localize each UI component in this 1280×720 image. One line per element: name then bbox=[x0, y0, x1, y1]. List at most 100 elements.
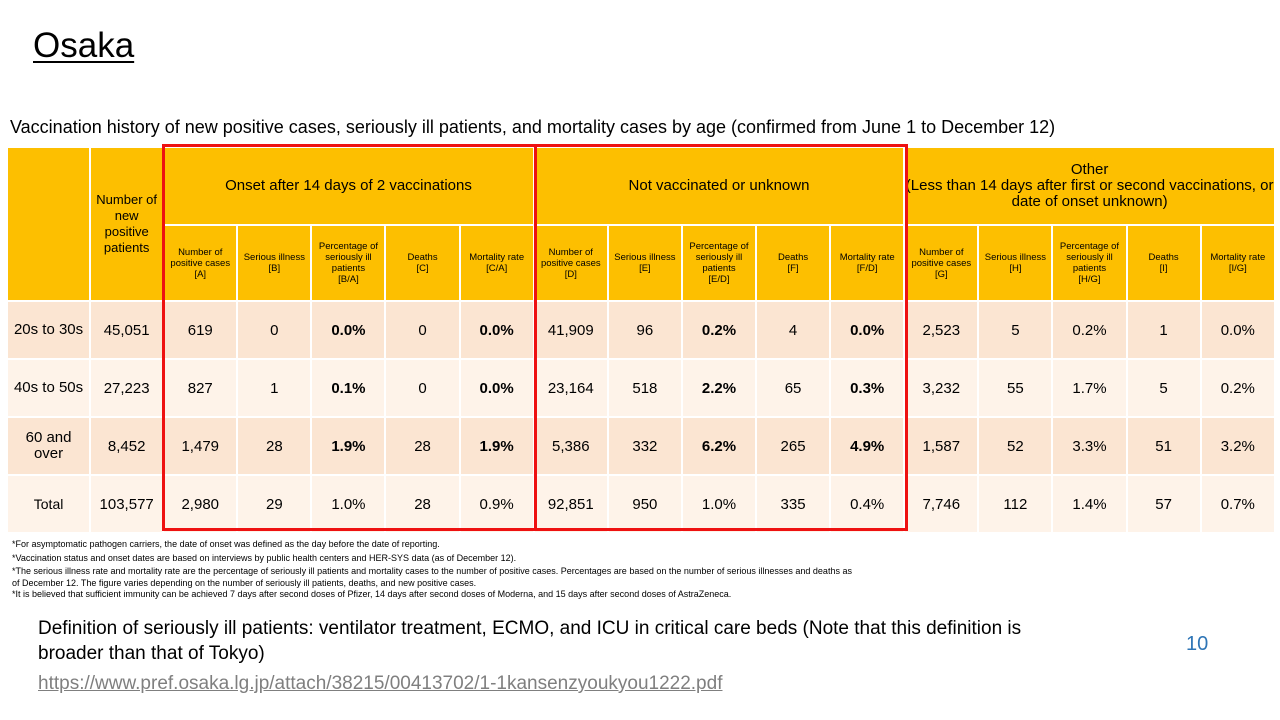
table-cell: 0.0% bbox=[1199, 300, 1277, 360]
table-cell: 0.2% bbox=[1051, 300, 1128, 360]
table-cell: 65 bbox=[755, 358, 832, 418]
table-cell: 92,851 bbox=[532, 474, 609, 534]
table-cell: 1.9% bbox=[458, 416, 535, 476]
table-cell: 41,909 bbox=[532, 300, 609, 360]
table-cell: 4.9% bbox=[829, 416, 906, 476]
footnote: *It is believed that sufficient immunity… bbox=[12, 589, 732, 599]
sub-header-cell: Deaths [I] bbox=[1125, 224, 1202, 302]
table-cell: 3.3% bbox=[1051, 416, 1128, 476]
sub-header-row: Number of positive cases [A] Serious illn… bbox=[7, 224, 1277, 302]
table-body: 20s to 30s 45,051 619 0 0.0% 0 0.0% 41,909 96 0.2… bbox=[5, 300, 1277, 534]
table-cell: 1.4% bbox=[1051, 474, 1128, 534]
sub-header-cell: Number of positive cases [D] bbox=[532, 224, 609, 302]
sub-header-cell: Number of positive cases [A] bbox=[162, 224, 239, 302]
table-cell: 29 bbox=[236, 474, 313, 534]
vaccination-table: Number of new positive patients Onset af… bbox=[5, 146, 1277, 534]
table-row: 40s to 50s 27,223 827 1 0.1% 0 0.0% 23,164 518 2.… bbox=[5, 358, 1277, 418]
total-positive-cell: 103,577 bbox=[89, 474, 165, 534]
source-link[interactable]: https://www.pref.osaka.lg.jp/attach/3821… bbox=[38, 673, 723, 694]
table-cell: 6.2% bbox=[680, 416, 758, 476]
table-cell: 1.9% bbox=[310, 416, 387, 476]
row-label: Total bbox=[5, 474, 92, 534]
table-cell: 0.4% bbox=[829, 474, 906, 534]
table-cell: 28 bbox=[384, 474, 461, 534]
table-cell: 518 bbox=[606, 358, 683, 418]
corner-header-cell bbox=[5, 146, 92, 302]
footnote: *The serious illness rate and mortality … bbox=[12, 566, 852, 588]
table-cell: 0.2% bbox=[680, 300, 758, 360]
sub-header-cell: Percentage of seriously ill patients [E/… bbox=[680, 224, 758, 302]
table-cell: 3.2% bbox=[1199, 416, 1277, 476]
table-cell: 5 bbox=[977, 300, 1054, 360]
definition-text: Definition of seriously ill patients: ve… bbox=[38, 618, 1022, 664]
table-row: 60 and over 8,452 1,479 28 1.9% 28 1.9% 5,386 33… bbox=[5, 416, 1277, 476]
table-cell: 1.0% bbox=[680, 474, 758, 534]
header-group-vaccinated: Onset after 14 days of 2 vaccinations bbox=[162, 146, 535, 226]
footnote: *Vaccination status and onset dates are … bbox=[12, 552, 517, 563]
table-cell: 7,746 bbox=[903, 474, 980, 534]
sub-header-cell: Deaths [F] bbox=[755, 224, 832, 302]
table-cell: 1 bbox=[236, 358, 313, 418]
table-cell: 3,232 bbox=[903, 358, 980, 418]
table-cell: 0.0% bbox=[458, 300, 535, 360]
header-group-unvaccinated: Not vaccinated or unknown bbox=[532, 146, 906, 226]
sub-header-cell: Mortality rate [I/G] bbox=[1199, 224, 1277, 302]
table-cell: 1,479 bbox=[162, 416, 239, 476]
page-number: 10 bbox=[1186, 633, 1209, 655]
table-cell: 0 bbox=[384, 358, 461, 418]
total-positive-cell: 27,223 bbox=[89, 358, 165, 418]
table-cell: 0.0% bbox=[829, 300, 906, 360]
table-cell: 950 bbox=[606, 474, 683, 534]
table-row: Total 103,577 2,980 29 1.0% 28 0.9% 92,851 950 1.… bbox=[5, 474, 1277, 534]
table-cell: 619 bbox=[162, 300, 239, 360]
table-cell: 2.2% bbox=[680, 358, 758, 418]
table-cell: 52 bbox=[977, 416, 1054, 476]
table-cell: 55 bbox=[977, 358, 1054, 418]
table-cell: 332 bbox=[606, 416, 683, 476]
table-row: 20s to 30s 45,051 619 0 0.0% 0 0.0% 41,909 96 0.2… bbox=[5, 300, 1277, 360]
footnote: *For asymptomatic pathogen carriers, the… bbox=[12, 539, 440, 549]
table-cell: 1,587 bbox=[903, 416, 980, 476]
table-cell: 28 bbox=[236, 416, 313, 476]
row-label: 40s to 50s bbox=[5, 358, 92, 418]
table-cell: 0 bbox=[236, 300, 313, 360]
sub-header-cell: Mortality rate [F/D] bbox=[829, 224, 906, 302]
table-cell: 51 bbox=[1125, 416, 1202, 476]
row-label: 60 and over bbox=[5, 416, 92, 476]
table-cell: 28 bbox=[384, 416, 461, 476]
table-caption: Vaccination history of new positive case… bbox=[10, 117, 1056, 137]
table-cell: 2,980 bbox=[162, 474, 239, 534]
sub-header-cell: Serious illness [B] bbox=[236, 224, 313, 302]
table-cell: 0 bbox=[384, 300, 461, 360]
table-cell: 0.2% bbox=[1199, 358, 1277, 418]
table-cell: 0.0% bbox=[458, 358, 535, 418]
sub-header-cell: Percentage of seriously ill patients [H/… bbox=[1051, 224, 1128, 302]
sub-header-cell: Serious illness [E] bbox=[606, 224, 683, 302]
table-cell: 0.7% bbox=[1199, 474, 1277, 534]
sub-header-cell: Serious illness [H] bbox=[977, 224, 1054, 302]
table-cell: 112 bbox=[977, 474, 1054, 534]
table-cell: 1.7% bbox=[1051, 358, 1128, 418]
row-label: 20s to 30s bbox=[5, 300, 92, 360]
table-cell: 23,164 bbox=[532, 358, 609, 418]
table-cell: 5,386 bbox=[532, 416, 609, 476]
sub-header-cell: Mortality rate [C/A] bbox=[458, 224, 535, 302]
table-cell: 827 bbox=[162, 358, 239, 418]
table-cell: 4 bbox=[755, 300, 832, 360]
table-cell: 0.3% bbox=[829, 358, 906, 418]
footnotes: *For asymptomatic pathogen carriers, the… bbox=[12, 539, 892, 601]
table-cell: 1 bbox=[1125, 300, 1202, 360]
table-cell: 0.0% bbox=[310, 300, 387, 360]
total-positive-cell: 8,452 bbox=[89, 416, 165, 476]
table-cell: 0.9% bbox=[458, 474, 535, 534]
sub-header-cell: Percentage of seriously ill patients [B/… bbox=[310, 224, 387, 302]
header-group-other: Other (Less than 14 days after first or … bbox=[903, 146, 1276, 226]
table-cell: 1.0% bbox=[310, 474, 387, 534]
table-cell: 5 bbox=[1125, 358, 1202, 418]
table-cell: 0.1% bbox=[310, 358, 387, 418]
table-cell: 57 bbox=[1125, 474, 1202, 534]
header-total-positive: Number of new positive patients bbox=[89, 146, 165, 302]
table-cell: 96 bbox=[606, 300, 683, 360]
table-cell: 2,523 bbox=[903, 300, 980, 360]
sub-header-cell: Deaths [C] bbox=[384, 224, 461, 302]
